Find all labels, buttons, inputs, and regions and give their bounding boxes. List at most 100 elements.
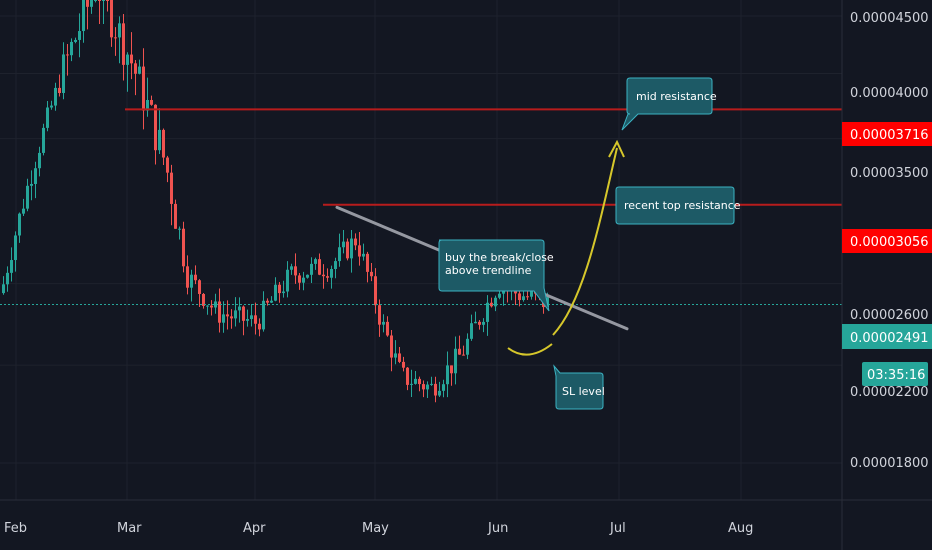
- note-mid-resistance[interactable]: mid resistance: [621, 77, 717, 131]
- candle-body: [22, 208, 25, 214]
- candle-body: [106, 0, 109, 1]
- candle-body: [294, 266, 297, 276]
- candle-body: [450, 365, 453, 374]
- candle-body: [38, 152, 41, 169]
- candle-body: [110, 0, 113, 38]
- note-sl-level[interactable]: SL level: [553, 364, 605, 410]
- candle-body: [10, 260, 13, 273]
- candle-body: [58, 87, 61, 93]
- candle-body: [282, 291, 285, 294]
- countdown-tag: 03:35:16: [862, 362, 928, 386]
- y-tick-label: 0.00004000: [850, 86, 929, 101]
- candle-body: [334, 261, 337, 269]
- candle-body: [426, 384, 429, 390]
- candle-body: [318, 259, 321, 275]
- countdown-label: 03:35:16: [867, 368, 925, 383]
- x-tick-label: Jun: [487, 521, 508, 536]
- candle-body: [370, 271, 373, 277]
- candle-body: [278, 284, 281, 294]
- candle-body: [422, 384, 425, 390]
- candle-body: [490, 302, 493, 307]
- candle-body: [482, 321, 485, 325]
- candle-body: [342, 241, 345, 248]
- candle-body: [78, 31, 81, 40]
- x-tick-label: Mar: [117, 521, 142, 536]
- candle-body: [230, 316, 233, 319]
- candle-body: [94, 0, 97, 1]
- candle-body: [526, 296, 529, 298]
- candle-body: [302, 277, 305, 283]
- candle-body: [186, 266, 189, 288]
- candle-body: [70, 41, 73, 56]
- note-buy-the-break-line2: above trendline: [445, 264, 532, 277]
- candle-body: [346, 241, 349, 259]
- candle-body: [150, 100, 153, 105]
- candle-body: [366, 253, 369, 272]
- candle-body: [158, 129, 161, 151]
- candle-body: [210, 305, 213, 308]
- note-mid-resistance-text: mid resistance: [636, 90, 717, 103]
- candle-body: [254, 315, 257, 324]
- candle-body: [122, 23, 125, 65]
- candle-body: [202, 293, 205, 306]
- candle-body: [126, 54, 129, 65]
- candle-body: [270, 300, 273, 303]
- candle-body: [46, 107, 49, 128]
- candle-body: [6, 272, 9, 285]
- candle-body: [54, 87, 57, 106]
- x-tick-label: May: [362, 521, 389, 536]
- candle-body: [62, 54, 65, 93]
- candle-body: [50, 105, 53, 108]
- price-axis[interactable]: 0.00004500 0.00004000 0.00003500 0.00002…: [850, 11, 929, 471]
- candle-body: [494, 297, 497, 307]
- candle-body: [378, 305, 381, 325]
- candle-body: [354, 238, 357, 246]
- candle-body: [314, 259, 317, 264]
- candle-body: [82, 0, 85, 32]
- candle-body: [462, 354, 465, 356]
- candle-body: [386, 321, 389, 336]
- candle-body: [458, 348, 461, 355]
- candle-body: [406, 367, 409, 385]
- candle-body: [154, 104, 157, 151]
- candle-body: [394, 353, 397, 358]
- y-tick-label: 0.00002600: [850, 308, 929, 323]
- candle-body: [30, 183, 33, 186]
- candle-body: [102, 0, 105, 1]
- candle-body: [330, 268, 333, 278]
- candle-body: [262, 300, 265, 330]
- candle-body: [250, 315, 253, 320]
- candle-body: [206, 305, 209, 307]
- candle-body: [522, 296, 525, 301]
- candle-body: [218, 301, 221, 323]
- candle-body: [86, 0, 89, 7]
- candle-body: [454, 348, 457, 374]
- projection-arrow-path: [552, 147, 618, 336]
- candle-body: [298, 275, 301, 283]
- candle-body: [434, 383, 437, 396]
- x-tick-label: Feb: [4, 521, 27, 536]
- candle-body: [310, 263, 313, 275]
- candle-body: [350, 238, 353, 259]
- note-recent-top-resistance-text: recent top resistance: [624, 199, 741, 212]
- candle-body: [498, 293, 501, 298]
- candle-body: [474, 321, 477, 324]
- candle-body: [322, 274, 325, 277]
- y-tick-label: 0.00002200: [850, 385, 929, 400]
- note-recent-top-resistance[interactable]: recent top resistance: [615, 186, 741, 225]
- candle-body: [214, 301, 217, 308]
- candle-body: [258, 323, 261, 330]
- level-tag-label: 0.00003716: [850, 128, 929, 143]
- time-axis[interactable]: Feb Mar Apr May Jun Jul Aug: [4, 521, 753, 536]
- candle-body: [238, 306, 241, 311]
- candle-body: [178, 228, 181, 230]
- candle-body: [478, 321, 481, 325]
- candle-body: [162, 129, 165, 158]
- note-sl-level-text: SL level: [562, 385, 605, 398]
- candle-body: [194, 274, 197, 281]
- candle-body: [234, 310, 237, 319]
- y-tick-label: 0.00004500: [850, 11, 929, 26]
- note-buy-the-break[interactable]: buy the break/close above trendline: [438, 239, 554, 312]
- candle-body: [198, 280, 201, 294]
